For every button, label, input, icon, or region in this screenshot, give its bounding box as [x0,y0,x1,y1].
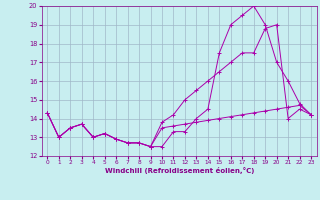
X-axis label: Windchill (Refroidissement éolien,°C): Windchill (Refroidissement éolien,°C) [105,167,254,174]
